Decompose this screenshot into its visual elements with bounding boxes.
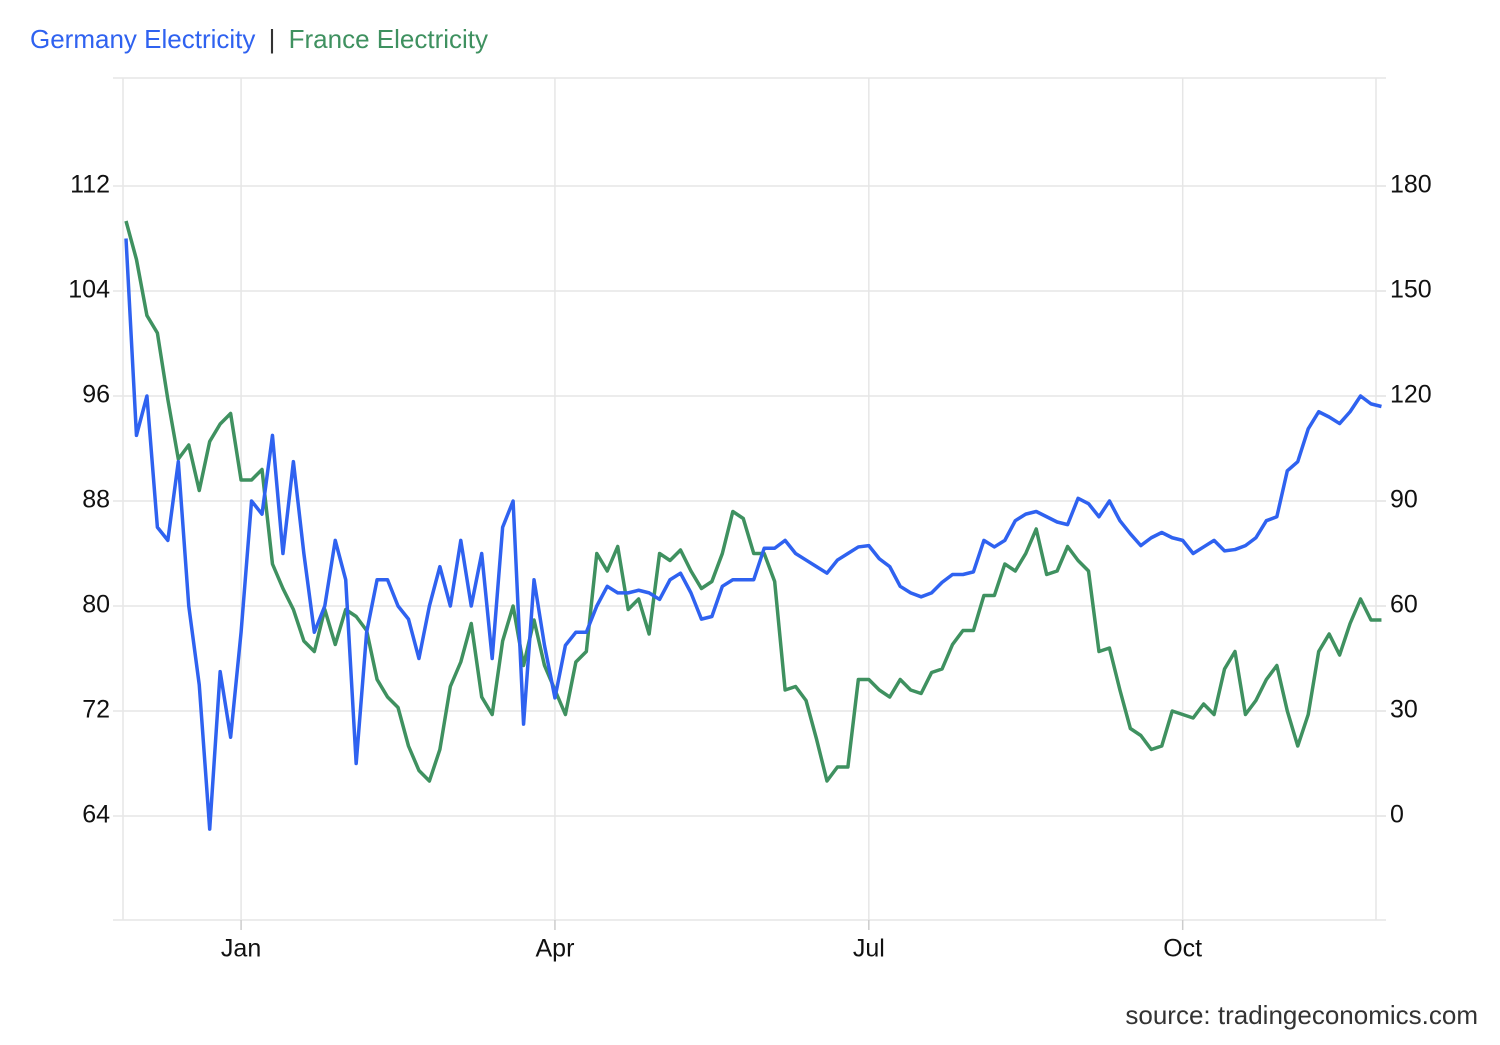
y-tick-label: 96	[82, 381, 110, 409]
y-tick-label: 64	[82, 801, 110, 829]
series-line	[124, 220, 1382, 783]
y-tick-label: 112	[70, 171, 110, 199]
x-tick-label: Apr	[535, 935, 574, 963]
y2-tick-label: 60	[1390, 591, 1418, 619]
y2-tick-label: 150	[1390, 276, 1432, 304]
y-tick-label: 104	[68, 276, 110, 304]
x-tick-label: Oct	[1163, 935, 1202, 963]
labels: 64 72 80 88 96 104 112 0 30 60 90 120 150 180 Jan Apr Ju…	[68, 171, 1431, 963]
y2-tick-label: 90	[1390, 486, 1418, 514]
y-tick-label: 80	[82, 591, 110, 619]
legend-separator: |	[269, 24, 276, 54]
y2-tick-label: 30	[1390, 696, 1418, 724]
source: source: tradingeconomics.com	[1125, 1000, 1478, 1030]
y2-tick-label: 0	[1390, 801, 1404, 829]
x-tick-label: Jul	[853, 935, 885, 963]
series-line	[124, 238, 1382, 831]
legend-entry[interactable]: Germany Electricity	[30, 24, 255, 54]
y2-tick-label: 120	[1390, 381, 1432, 409]
legend-entry[interactable]: France Electricity	[289, 24, 488, 54]
y-tick-label: 88	[82, 486, 110, 514]
y2-tick-label: 180	[1390, 171, 1432, 199]
legend: Germany Electricity | France Electricity	[30, 24, 488, 54]
y-tick-label: 72	[82, 696, 110, 724]
grid	[113, 78, 1386, 930]
x-tick-label: Jan	[221, 935, 261, 963]
lines	[124, 220, 1382, 831]
